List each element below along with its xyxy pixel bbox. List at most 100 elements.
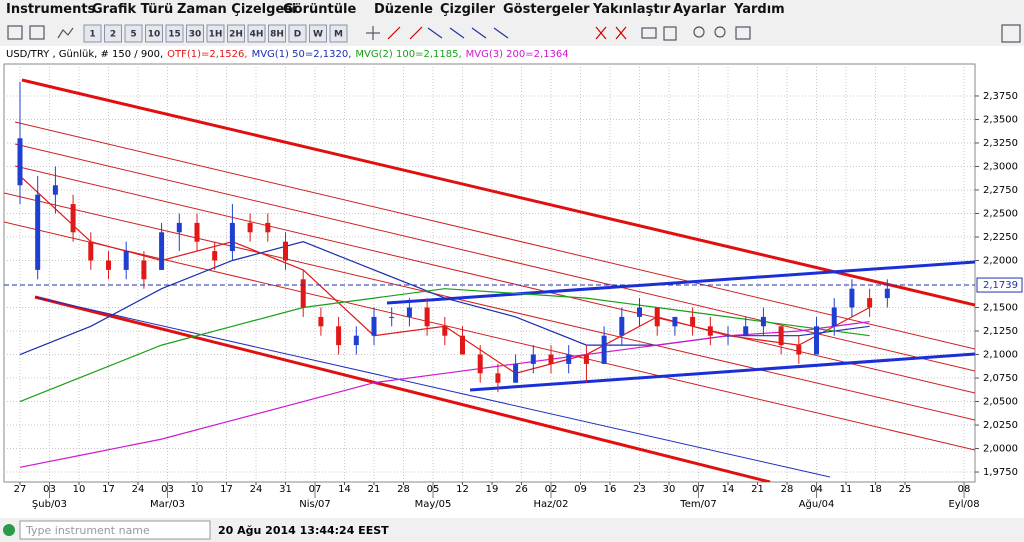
timeframe-button[interactable]: [309, 24, 327, 43]
y-tick-label: 2,0750: [983, 373, 1018, 384]
candle-body: [52, 185, 58, 195]
x-tick-label: 11: [840, 484, 853, 495]
menu-item[interactable]: Instruments: [6, 2, 96, 17]
candle-body: [831, 307, 837, 327]
menu-item[interactable]: Zaman Çizelgesi: [177, 2, 297, 17]
candle-body: [88, 241, 94, 261]
instrument-input[interactable]: [19, 520, 211, 540]
candle-body: [176, 222, 182, 233]
candle-body: [619, 316, 625, 336]
timeframe-button[interactable]: [247, 24, 266, 43]
x-tick-label: 17: [102, 484, 115, 495]
candle-body: [300, 279, 306, 308]
timeframe-button[interactable]: [104, 24, 122, 43]
x-tick-label: 28: [781, 484, 794, 495]
x-tick-label: 31: [279, 484, 292, 495]
x-tick-label: 21: [368, 484, 381, 495]
chart-title: USD/TRY , Günlük, # 150 / 900,: [6, 49, 163, 60]
y-tick-label: 2,3750: [983, 91, 1018, 102]
x-tick-label: 14: [338, 484, 351, 495]
timestamp: 20 Ağu 2014 13:44:24 EEST: [218, 524, 389, 537]
candle-body: [336, 326, 342, 346]
candle-body: [530, 354, 536, 364]
x-tick-label: 24: [132, 484, 145, 495]
candle-body: [725, 335, 731, 337]
timeframe-button[interactable]: [206, 24, 225, 43]
timeframe-button[interactable]: [186, 24, 204, 43]
timeframe-button[interactable]: [329, 24, 348, 43]
timeframe-label: 15: [168, 30, 181, 40]
x-tick-label: 27: [14, 484, 27, 495]
y-tick-label: 2,2500: [983, 208, 1018, 219]
candle-body: [406, 307, 412, 317]
menu-item[interactable]: Grafik Türü: [92, 2, 174, 17]
connection-icon: [3, 524, 15, 536]
y-tick-label: 2,1500: [983, 303, 1018, 314]
candle-body: [566, 354, 572, 364]
candle-body: [105, 260, 111, 270]
timeframe-button[interactable]: [124, 24, 143, 43]
x-tick-label: 26: [515, 484, 528, 495]
timeframe-label: 30: [189, 30, 202, 40]
menu-item[interactable]: Düzenle: [374, 2, 433, 17]
candle-body: [654, 307, 660, 327]
y-tick-label: 2,0000: [983, 444, 1018, 455]
y-tick-label: 2,3500: [983, 114, 1018, 125]
timeframe-button[interactable]: [83, 24, 102, 43]
menu-item[interactable]: Ayarlar: [673, 2, 726, 17]
candle-body: [672, 316, 678, 327]
y-tick-label: 2,3250: [983, 138, 1018, 149]
timeframe-label: 10: [148, 30, 161, 40]
x-tick-label: 14: [722, 484, 735, 495]
menu-item[interactable]: Görüntüle: [283, 2, 357, 17]
month-tick-label: Ağu/04: [799, 498, 835, 510]
menu-item[interactable]: Yakınlaştır: [593, 2, 671, 17]
menu-item[interactable]: Çizgiler: [440, 2, 496, 17]
candle-body: [460, 335, 466, 355]
candle-body: [796, 345, 802, 355]
x-tick-label: 10: [191, 484, 204, 495]
month-tick-label: Nis/07: [299, 499, 331, 510]
candle-body: [690, 316, 696, 327]
candle-body: [495, 373, 501, 383]
timeframe-label: 2H: [229, 30, 243, 40]
candle-body: [194, 222, 200, 242]
toolbar-icons: [7, 24, 1021, 43]
y-tick-label: 1,9750: [983, 467, 1018, 478]
menu-item[interactable]: Göstergeler: [503, 2, 590, 17]
timeframe-button[interactable]: [288, 24, 307, 43]
timeframe-label: 8H: [270, 30, 284, 40]
x-tick-label: 17: [220, 484, 233, 495]
menu-item[interactable]: Yardım: [734, 2, 785, 17]
candle-body: [778, 326, 784, 346]
candle-body: [141, 260, 147, 280]
legend-entry: MVG(2) 100=2,1185,: [355, 49, 461, 60]
y-tick-label: 2,2250: [983, 232, 1018, 243]
month-tick-label: Tem/07: [679, 499, 716, 510]
candle-body: [707, 326, 713, 336]
candle-body: [35, 194, 41, 270]
candle-body: [513, 363, 519, 383]
candle-body: [442, 326, 448, 336]
timeframe-label: 1: [89, 30, 95, 40]
month-tick-label: Haz/02: [534, 499, 569, 510]
moving-average-line: [19, 288, 870, 403]
timeframe-button[interactable]: [165, 24, 184, 43]
menu-bar: Instruments Grafik Türü Zaman Çizelgesi …: [0, 0, 1024, 20]
timeframe-button[interactable]: [227, 24, 245, 43]
candle-body: [477, 354, 483, 374]
x-tick-label: 12: [456, 484, 469, 495]
y-tick-label: 2,0250: [983, 420, 1018, 431]
x-tick-label: 18: [869, 484, 882, 495]
current-price-box: [976, 277, 1023, 293]
candle-body: [424, 307, 430, 327]
x-tick-label: 09: [574, 484, 587, 495]
candle-body: [760, 316, 766, 327]
timeframe-button[interactable]: [145, 24, 163, 43]
candle-body: [282, 241, 288, 261]
candle-body: [743, 326, 749, 336]
candle-body: [371, 316, 377, 336]
timeframe-button[interactable]: [268, 24, 286, 43]
legend-entry: MVG(1) 50=2,1320,: [252, 49, 352, 60]
